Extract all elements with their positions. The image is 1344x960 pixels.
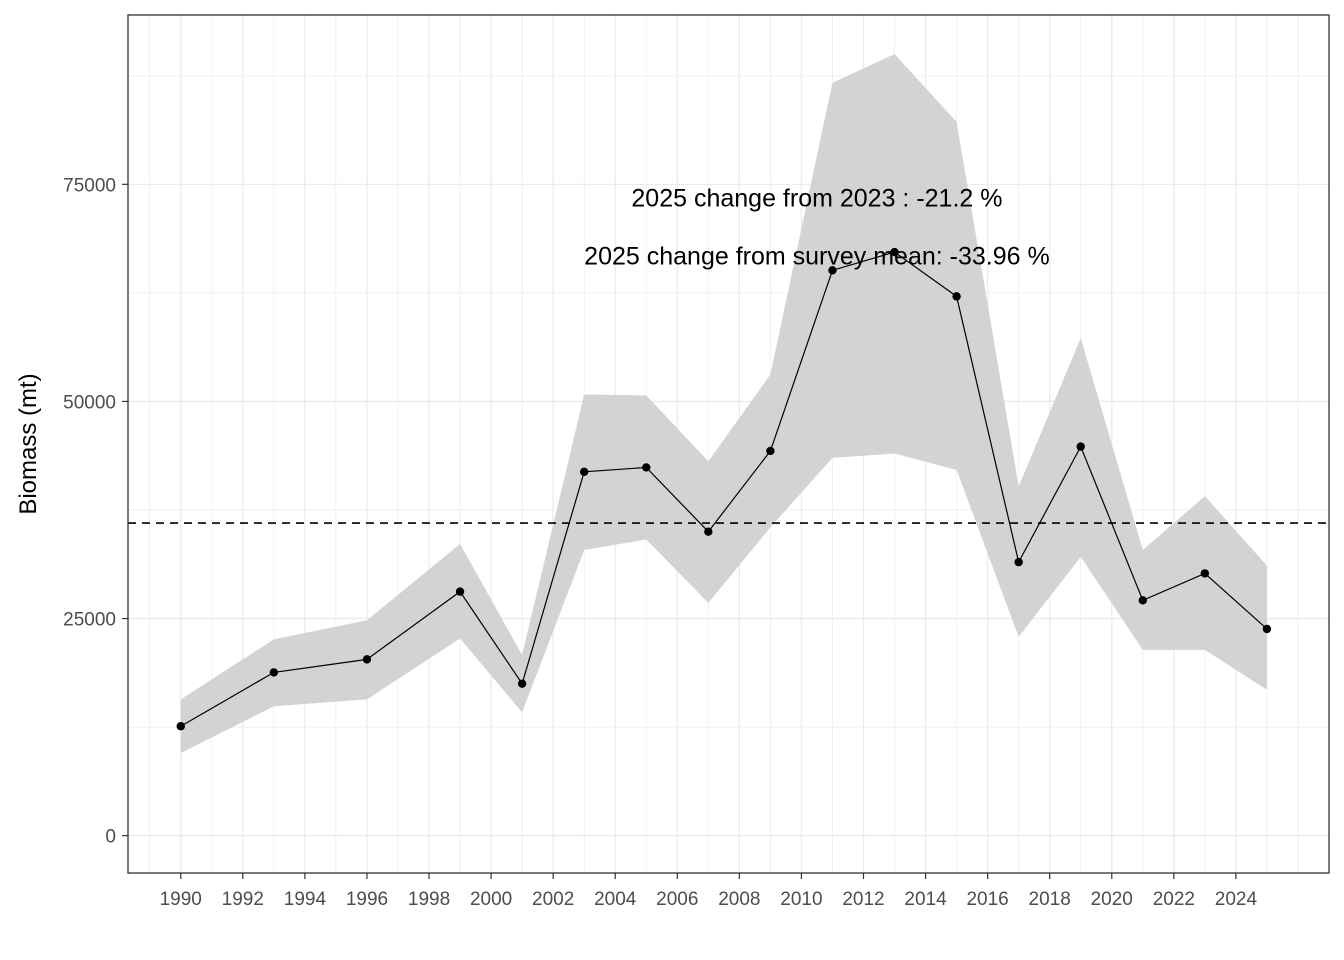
x-tick-label: 2014 (904, 889, 947, 910)
data-point (828, 266, 837, 275)
x-tick-label: 2020 (1091, 889, 1133, 910)
y-axis-title: Biomass (mt) (15, 373, 42, 514)
data-point (176, 722, 185, 731)
x-tick-label: 2012 (842, 889, 884, 910)
data-point (1138, 596, 1147, 605)
data-point (766, 446, 775, 456)
x-tick-label: 1998 (408, 889, 450, 910)
panel-border (127, 14, 1330, 874)
data-point (362, 655, 372, 664)
data-point (1262, 624, 1272, 634)
data-point (952, 292, 961, 301)
data-point (269, 668, 279, 677)
y-tick-label: 50000 (63, 392, 116, 413)
x-tick-label: 2002 (532, 889, 574, 910)
data-point (890, 247, 899, 257)
x-tick-label: 2024 (1215, 889, 1258, 910)
x-tick-label: 1992 (222, 889, 264, 910)
x-tick-label: 2006 (656, 889, 698, 910)
data-point (1200, 569, 1210, 578)
y-axis: 0 25000 50000 75000 (63, 175, 128, 848)
x-axis: 1990 1992 1994 1996 1998 2000 2002 2004 2006 2008… (160, 873, 1258, 910)
x-tick-label: 2018 (1029, 889, 1071, 910)
x-tick-label: 2016 (966, 889, 1008, 910)
y-tick-label: 25000 (63, 610, 116, 631)
y-tick-label: 0 (105, 827, 116, 848)
data-point (455, 587, 465, 596)
x-tick-label: 2004 (594, 889, 637, 910)
x-tick-label: 2010 (780, 889, 822, 910)
annotation-change-from-mean: 2025 change from survey mean: -33.96 % (584, 243, 1050, 271)
data-point (1076, 442, 1085, 451)
x-tick-label: 2022 (1153, 889, 1195, 910)
data-point (1014, 557, 1023, 567)
confidence-band (180, 54, 1267, 754)
x-tick-label: 1996 (346, 889, 388, 910)
data-point (579, 467, 589, 476)
biomass-points (176, 247, 1272, 731)
annotations: 2025 change from 2023 : -21.2 % 2025 cha… (584, 184, 1050, 270)
x-tick-label: 1990 (160, 889, 202, 910)
annotation-change-from-last: 2025 change from 2023 : -21.2 % (631, 184, 1002, 212)
x-tick-label: 1994 (284, 889, 327, 910)
y-tick-label: 75000 (63, 175, 116, 196)
data-point (704, 527, 713, 536)
x-tick-label: 2000 (470, 889, 512, 910)
data-point (642, 463, 651, 472)
x-tick-label: 2008 (718, 889, 760, 910)
data-point (517, 679, 527, 688)
